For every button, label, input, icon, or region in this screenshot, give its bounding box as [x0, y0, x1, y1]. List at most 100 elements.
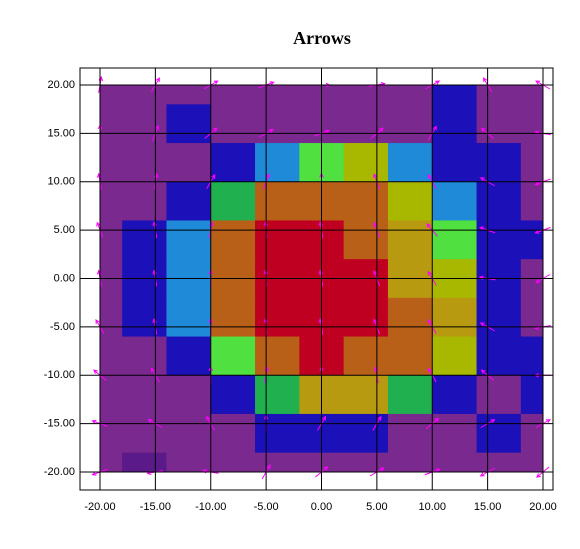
chart-title: Arrows: [293, 28, 351, 48]
field-cell: [387, 375, 433, 415]
field-cell: [476, 413, 522, 454]
field-cell: [343, 297, 389, 338]
field-cell: [432, 336, 478, 376]
field-cell: [476, 297, 522, 338]
field-cell: [343, 375, 389, 415]
field-cell: [343, 181, 389, 221]
field-cell: [520, 181, 543, 221]
field-cell: [122, 104, 167, 144]
overlay: -20.00 -15.00 -10.00 -5.00 0.00 5.00 10.00 15.0…: [44, 67, 557, 513]
field-cell: [122, 375, 167, 415]
field-cell: [343, 143, 389, 183]
y-tick-label: -20.00: [44, 466, 75, 478]
field-cell: [166, 413, 212, 454]
x-tick-label: 15.00: [474, 501, 502, 513]
field-cell: [520, 85, 543, 105]
field-cell: [476, 104, 522, 144]
field-cell: [255, 375, 300, 415]
field-cell: [520, 375, 543, 415]
field-cell: [166, 143, 212, 183]
y-tick-label: 0.00: [54, 272, 75, 284]
field-cell: [122, 336, 167, 376]
field-cell: [100, 452, 123, 472]
field-cell: [476, 143, 522, 183]
field-cell: [122, 297, 167, 338]
field-cell: [100, 85, 123, 105]
field-cell: [210, 375, 256, 415]
field-cell: [210, 297, 256, 338]
field-cell: [432, 297, 478, 338]
field-cell: [210, 143, 256, 183]
y-tick-label: 20.00: [47, 79, 75, 91]
field-cell: [122, 220, 167, 260]
field-cell: [387, 181, 433, 221]
field-cell: [387, 452, 433, 472]
field-cell: [387, 220, 433, 260]
field-cell: [122, 143, 167, 183]
field-cell: [476, 181, 522, 221]
field-cell: [387, 336, 433, 376]
field-cell: [432, 143, 478, 183]
field-cell: [100, 143, 123, 183]
field-cell: [100, 181, 123, 221]
field-cell: [432, 375, 478, 415]
field-cell: [166, 181, 212, 221]
field-cell: [210, 85, 256, 105]
field-cell: [476, 220, 522, 260]
x-tick-label: -10.00: [195, 501, 226, 513]
x-tick-label: 10.00: [418, 501, 446, 513]
field-cell: [432, 452, 478, 472]
field-cell: [476, 336, 522, 376]
x-tick-label: 5.00: [366, 501, 387, 513]
x-tick-label: 20.00: [529, 501, 557, 513]
field-cell: [255, 181, 300, 221]
field-cell: [343, 336, 389, 376]
field-cell: [387, 413, 433, 454]
field-cell: [255, 143, 300, 183]
field-cell: [432, 85, 478, 105]
field-cell: [476, 375, 522, 415]
y-tick-label: 5.00: [54, 224, 75, 236]
field-cell: [343, 104, 389, 144]
field-cell: [520, 336, 543, 376]
field-cell: [387, 104, 433, 144]
field-cell: [210, 104, 256, 144]
field-cell: [166, 297, 212, 338]
field-cell: [432, 104, 478, 144]
y-tick-label: -15.00: [44, 418, 75, 430]
x-tick-label: -15.00: [140, 501, 171, 513]
field-cell: [210, 413, 256, 454]
field-cell: [100, 336, 123, 376]
field-cell: [255, 336, 300, 376]
field-cell: [210, 336, 256, 376]
y-tick-label: -5.00: [50, 321, 75, 333]
x-tick-label: -5.00: [254, 501, 279, 513]
field-cell: [166, 85, 212, 105]
field-cell: [255, 104, 300, 144]
field-cell: [210, 452, 256, 472]
y-tick-label: -10.00: [44, 369, 75, 381]
field-cell: [343, 413, 389, 454]
field-cell: [255, 220, 300, 260]
field-cell: [387, 297, 433, 338]
field-cell: [122, 181, 167, 221]
field-cell: [166, 104, 212, 144]
field-cell: [255, 297, 300, 338]
field-cell: [387, 85, 433, 105]
field-cell: [387, 143, 433, 183]
field-cell: [166, 375, 212, 415]
field-cell: [166, 452, 212, 472]
field-cell: [255, 413, 300, 454]
field-cell: [166, 220, 212, 260]
field-cell: [520, 143, 543, 183]
x-tick-label: 0.00: [311, 501, 332, 513]
field-cell: [432, 181, 478, 221]
x-tick-label: -20.00: [84, 501, 115, 513]
field-cell: [210, 181, 256, 221]
field-cell: [520, 452, 543, 472]
y-tick-label: 15.00: [47, 127, 75, 139]
field-cell: [432, 413, 478, 454]
field-cell: [343, 220, 389, 260]
